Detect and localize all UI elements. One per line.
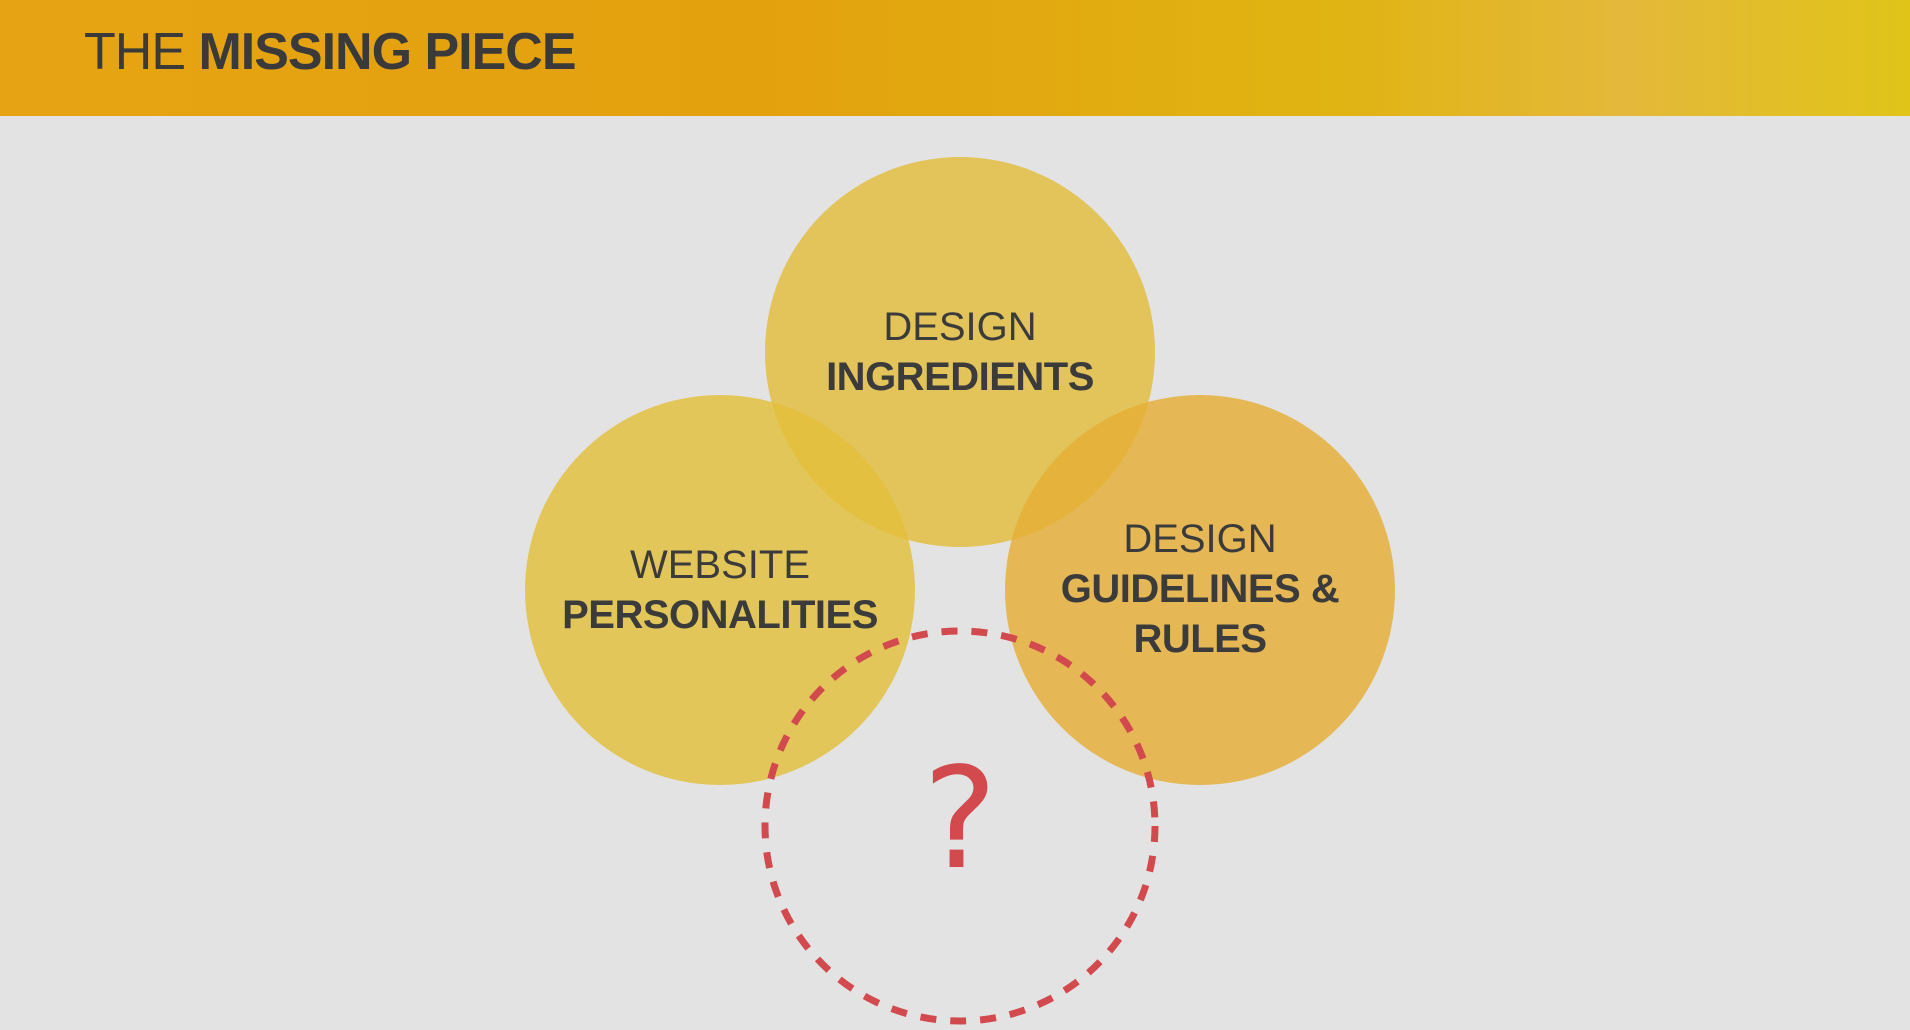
label-design-guidelines: DESIGN GUIDELINES & RULES — [1000, 514, 1400, 664]
page-title: THE MISSING PIECE — [84, 22, 577, 82]
label-website-personalities-line1: WEBSITE — [629, 543, 811, 587]
label-website-personalities: WEBSITE PERSONALITIES — [520, 540, 920, 640]
label-design-ingredients: DESIGN INGREDIENTS — [760, 302, 1160, 402]
label-website-personalities-line2: PERSONALITIES — [562, 593, 878, 637]
circle-website-personalities — [525, 395, 915, 785]
label-design-guidelines-line2: GUIDELINES & — [1060, 567, 1340, 611]
label-design-guidelines-line3: RULES — [1133, 617, 1267, 661]
header-bar: THE MISSING PIECE — [0, 0, 1910, 116]
label-design-guidelines-line1: DESIGN — [1123, 517, 1277, 561]
circle-design-ingredients — [765, 157, 1155, 547]
circle-design-guidelines — [1005, 395, 1395, 785]
question-mark-icon: ? — [922, 738, 998, 901]
label-design-ingredients-line2: INGREDIENTS — [826, 355, 1094, 399]
label-design-ingredients-line1: DESIGN — [883, 305, 1037, 349]
title-light: THE — [84, 23, 186, 81]
title-bold: MISSING PIECE — [198, 23, 576, 81]
circle-missing-piece — [761, 627, 1159, 1025]
